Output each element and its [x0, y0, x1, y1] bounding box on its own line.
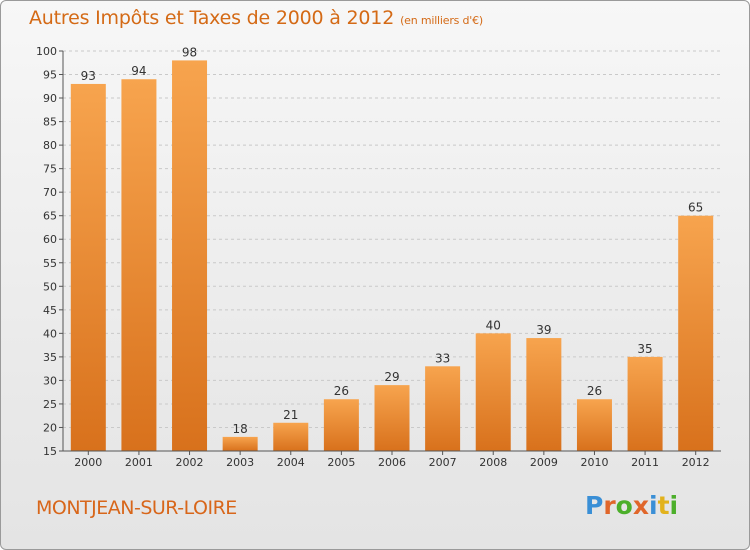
- x-tick-label-2006: 2006: [378, 456, 406, 469]
- logo-letter: P: [585, 491, 604, 520]
- y-tick-label: 25: [43, 398, 57, 411]
- logo-letter: r: [603, 491, 616, 520]
- value-label-2007: 33: [435, 351, 450, 365]
- value-label-2003: 18: [233, 422, 248, 436]
- bar-2004: [273, 422, 309, 451]
- y-tick-label: 30: [43, 374, 57, 387]
- value-label-2012: 65: [688, 201, 703, 215]
- value-label-2005: 26: [334, 384, 349, 398]
- logo-letter: i: [649, 491, 658, 520]
- chart-unit: (en milliers d'€): [400, 14, 483, 27]
- x-tick-label-2012: 2012: [682, 456, 710, 469]
- chart-title: Autres Impôts et Taxes de 2000 à 2012 (en…: [29, 7, 483, 29]
- y-tick-label: 45: [43, 304, 57, 317]
- y-axis: 15 20 25 30 35 40 45 50 55 60 65 70 75 80 85 90 95 100: [36, 45, 64, 458]
- bar-2009: [526, 338, 562, 451]
- logo-letter: i: [669, 491, 679, 520]
- y-tick-label: 75: [43, 163, 57, 176]
- y-tick-label: 70: [43, 186, 57, 199]
- value-label-2008: 40: [486, 318, 501, 332]
- bar-2010: [576, 399, 612, 451]
- y-tick-label: 20: [43, 421, 57, 434]
- value-label-2006: 29: [384, 370, 399, 384]
- y-tick-label: 90: [43, 92, 57, 105]
- bar-2008: [475, 333, 511, 451]
- x-tick-label-2005: 2005: [327, 456, 355, 469]
- y-tick-label: 80: [43, 139, 57, 152]
- y-tick-label: 60: [43, 233, 57, 246]
- bar-2007: [425, 366, 461, 451]
- bar-2002: [172, 60, 208, 451]
- x-tick-label-2002: 2002: [176, 456, 204, 469]
- x-tick-label-2011: 2011: [631, 456, 659, 469]
- y-tick-label: 95: [43, 69, 57, 82]
- y-tick-label: 40: [43, 327, 57, 340]
- bars: 93 94 98 18 21 26 29 33 40 39 26 35 65: [70, 45, 714, 452]
- x-tick-label-2009: 2009: [530, 456, 558, 469]
- y-tick-label: 65: [43, 210, 57, 223]
- bar-2012: [678, 215, 714, 451]
- bar-2011: [627, 356, 663, 451]
- value-label-2009: 39: [536, 323, 551, 337]
- value-label-2000: 93: [81, 69, 96, 83]
- x-tick-label-2000: 2000: [74, 456, 102, 469]
- value-label-2010: 26: [587, 384, 602, 398]
- y-tick-label: 55: [43, 257, 57, 270]
- value-label-2001: 94: [131, 64, 146, 78]
- value-label-2011: 35: [637, 342, 652, 356]
- y-tick-label: 50: [43, 280, 57, 293]
- x-tick-label-2007: 2007: [429, 456, 457, 469]
- y-tick-label: 35: [43, 351, 57, 364]
- x-tick-label-2008: 2008: [479, 456, 507, 469]
- proxiti-logo: Proxiti: [585, 491, 678, 520]
- x-tick-label-2010: 2010: [580, 456, 608, 469]
- value-label-2002: 98: [182, 45, 197, 59]
- x-tick-label-2001: 2001: [125, 456, 153, 469]
- bar-2005: [323, 399, 359, 451]
- y-tick-label: 85: [43, 116, 57, 129]
- x-tick-label-2003: 2003: [226, 456, 254, 469]
- town-name: MONTJEAN-SUR-LOIRE: [36, 497, 237, 519]
- bar-2006: [374, 385, 410, 451]
- bar-2001: [121, 79, 157, 451]
- bar-2000: [70, 83, 106, 452]
- x-tick-label-2004: 2004: [277, 456, 305, 469]
- logo-letter: x: [632, 491, 649, 520]
- logo-letter: t: [657, 491, 670, 520]
- x-axis: 2000 2001 2002 2003 2004 2005 2006 2007 2008 2009…: [63, 450, 721, 469]
- logo-letter: o: [615, 491, 633, 520]
- y-tick-label: 100: [36, 45, 57, 58]
- y-tick-label: 15: [43, 445, 57, 458]
- chart-title-text: Autres Impôts et Taxes de 2000 à 2012: [29, 7, 395, 29]
- value-label-2004: 21: [283, 408, 298, 422]
- bar-2003: [222, 436, 258, 451]
